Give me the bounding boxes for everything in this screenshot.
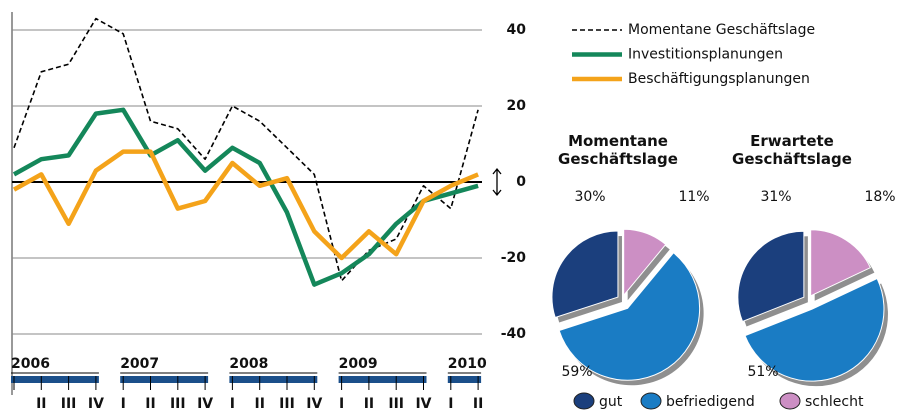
year-bar (447, 376, 482, 383)
data-line (12, 107, 479, 287)
year-label: 2009 (339, 356, 378, 372)
legend-label: gut (599, 394, 623, 410)
legend-swatch (640, 392, 662, 410)
pie-title: Erwartete Geschäftslage (732, 132, 852, 168)
legend-label: Beschäftigungsplanungen (628, 71, 810, 87)
pie-slice (558, 252, 701, 381)
data-line (12, 149, 479, 261)
legend-swatch (779, 392, 801, 410)
x-tick-label: I (448, 396, 453, 410)
legend-label: schlecht (805, 394, 864, 410)
year-bar (229, 376, 318, 383)
data-line (13, 17, 479, 282)
y-tick-label: -20 (501, 250, 527, 266)
pie-slice (737, 230, 805, 323)
x-tick-label: I (339, 396, 344, 410)
y-tick-label: 0 (516, 174, 526, 190)
year-label: 2008 (229, 356, 268, 372)
pie-value-label: 59% (561, 364, 592, 380)
x-tick-label: III (61, 396, 77, 410)
pie-slice (551, 230, 619, 319)
pie-slice (744, 277, 885, 382)
pie-value-label: 18% (864, 189, 895, 205)
x-tick-label: I (230, 396, 235, 410)
x-tick-label: II (364, 396, 374, 410)
y-tick-label: 40 (507, 22, 527, 38)
pie-value-label: 31% (760, 189, 791, 205)
legend-label: Momentane Geschäftslage (628, 22, 815, 38)
pie-title: Momentane Geschäftslage (558, 132, 678, 168)
y-tick-label: 20 (507, 98, 527, 114)
x-tick-label: IV (415, 396, 431, 410)
x-tick-label: II (473, 396, 483, 410)
x-tick-label: III (388, 396, 404, 410)
x-tick-label: II (254, 396, 264, 410)
year-label: 2006 (11, 356, 50, 372)
x-tick-label: III (170, 396, 186, 410)
pie-value-label: 11% (678, 189, 709, 205)
y-tick-label: -40 (501, 326, 527, 342)
legend-label: befriedigend (666, 394, 755, 410)
x-tick-label: I (121, 396, 126, 410)
year-bar (11, 376, 99, 383)
zero-arrow (492, 167, 502, 197)
x-tick-label: II (36, 396, 46, 410)
year-label: 2007 (120, 356, 159, 372)
year-bar (120, 376, 209, 383)
x-tick-label: IV (306, 396, 322, 410)
pie-slice (810, 229, 872, 297)
legend-label: Investitionsplanungen (628, 47, 783, 63)
year-bar (338, 376, 427, 383)
legend-swatch (573, 392, 595, 410)
pie-slice (623, 228, 667, 297)
year-label: 2010 (448, 356, 487, 372)
x-tick-label: IV (88, 396, 104, 410)
pie-value-label: 51% (747, 364, 778, 380)
x-tick-label: III (279, 396, 295, 410)
x-tick-label: IV (197, 396, 213, 410)
pie-value-label: 30% (574, 189, 605, 205)
x-tick-label: II (145, 396, 155, 410)
